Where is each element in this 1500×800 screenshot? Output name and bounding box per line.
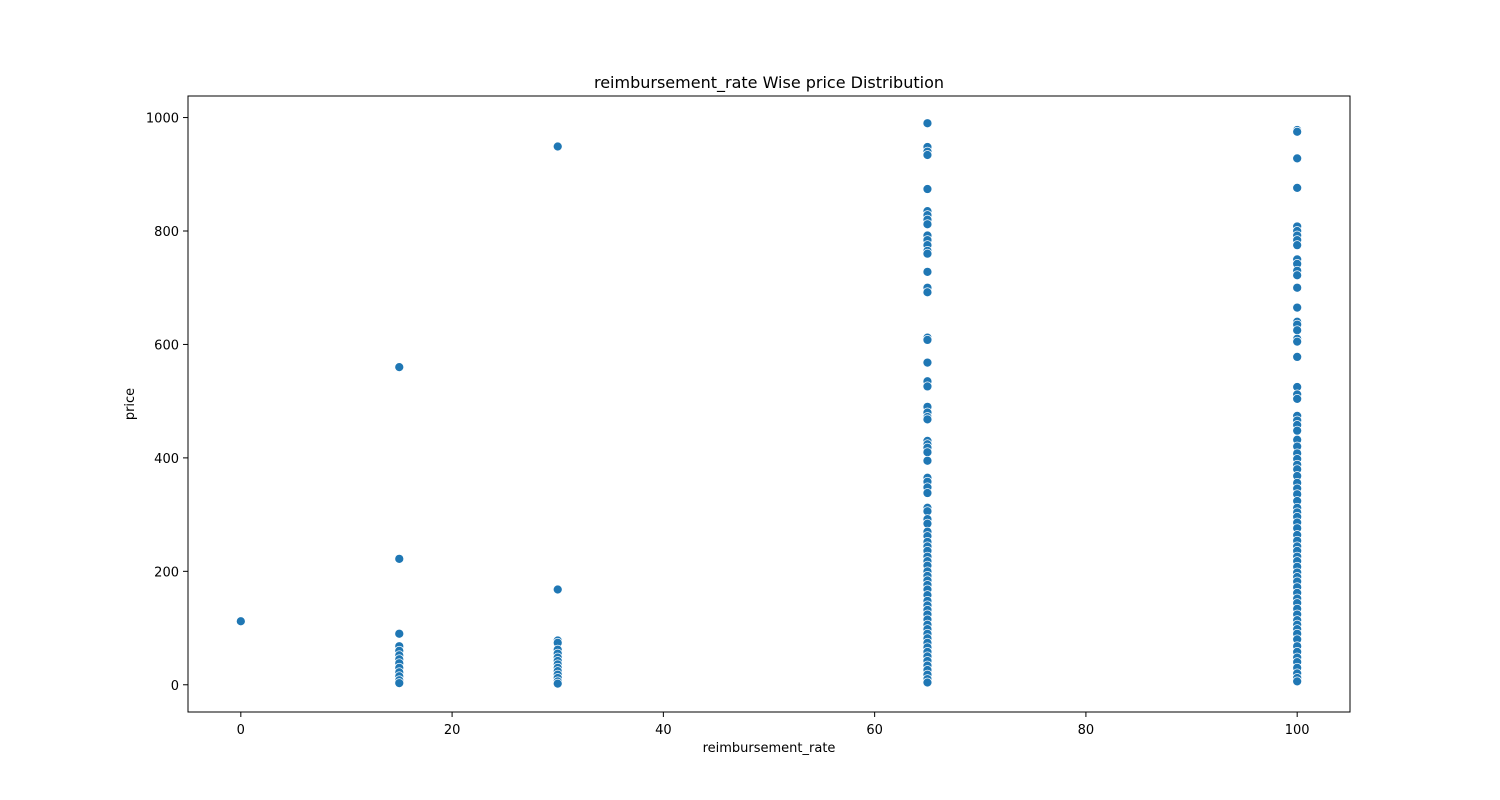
x-tick-label: 0 — [237, 723, 245, 738]
data-point — [1292, 325, 1303, 336]
data-point — [1292, 352, 1303, 362]
data-point — [552, 584, 563, 595]
data-point — [552, 141, 563, 152]
data-point — [922, 287, 933, 298]
data-point — [235, 616, 246, 627]
data-point — [394, 628, 405, 639]
data-point — [922, 447, 933, 458]
data-point — [552, 678, 563, 689]
y-axis-label: price — [123, 388, 138, 420]
x-axis-label: reimbursement_rate — [703, 741, 836, 756]
data-point — [922, 488, 933, 498]
x-tick-label: 40 — [655, 723, 672, 738]
y-tick-label: 400 — [154, 452, 179, 467]
data-point — [922, 219, 933, 230]
chart-title: reimbursement_rate Wise price Distributi… — [594, 73, 944, 93]
data-point — [922, 266, 933, 277]
x-tick-label: 80 — [1078, 723, 1095, 738]
data-point — [394, 362, 405, 373]
y-tick-label: 0 — [171, 679, 179, 694]
data-point — [1292, 282, 1303, 293]
x-axis: 0 20 40 60 80 100 — [237, 712, 1310, 738]
data-points — [235, 118, 1303, 689]
data-point — [922, 381, 933, 392]
data-point — [1292, 126, 1303, 137]
data-point — [922, 150, 933, 160]
data-point — [394, 553, 405, 564]
x-tick-label: 100 — [1285, 723, 1310, 738]
y-tick-label: 600 — [154, 338, 179, 353]
data-point — [394, 678, 405, 688]
data-point — [922, 414, 933, 425]
data-point — [1292, 270, 1303, 281]
data-point — [922, 357, 933, 368]
data-point — [1292, 425, 1303, 436]
plot-area-frame — [187, 95, 1351, 713]
data-point — [922, 118, 933, 129]
data-point — [1292, 183, 1303, 193]
data-point — [922, 335, 933, 345]
data-point — [1292, 240, 1303, 251]
data-point — [1292, 153, 1303, 164]
data-point — [922, 184, 933, 194]
x-tick-label: 20 — [444, 723, 461, 738]
y-tick-label: 800 — [154, 225, 179, 240]
data-point — [922, 455, 933, 466]
y-tick-label: 200 — [154, 565, 179, 580]
x-tick-label: 60 — [866, 723, 883, 738]
data-point — [1292, 394, 1303, 404]
y-axis: 0 200 400 600 800 1000 — [146, 112, 188, 694]
data-point — [922, 248, 933, 259]
data-point — [1292, 336, 1303, 347]
data-point — [1292, 676, 1303, 687]
data-point — [922, 677, 933, 688]
data-point — [1292, 302, 1303, 313]
y-tick-label: 1000 — [146, 112, 179, 127]
